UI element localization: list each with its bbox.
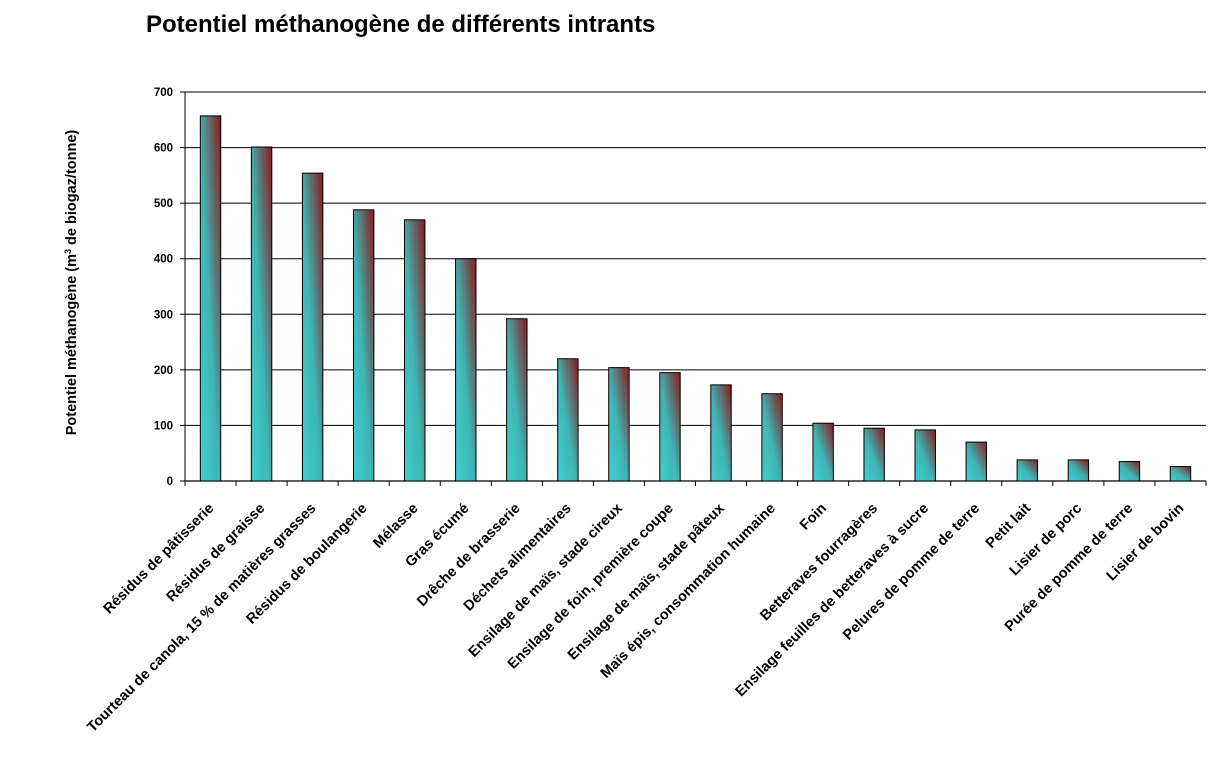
chart-title: Potentiel méthanogène de différents intr… (146, 11, 656, 38)
x-category-label: Ensilage feuilles de betteraves à sucre (733, 501, 932, 700)
bar (1169, 466, 1192, 482)
gridlines (180, 91, 1206, 482)
bar (608, 367, 630, 482)
y-tick-label: 100 (154, 420, 173, 432)
y-tick-label: 200 (154, 365, 173, 377)
bar (863, 427, 885, 482)
bar (455, 258, 477, 482)
bar (914, 429, 936, 482)
y-axis-title: Potentiel méthanogène (m3 de biogaz/tonn… (63, 130, 80, 436)
bar (301, 172, 324, 482)
y-tick-label: 0 (167, 476, 173, 488)
y-tick-label: 300 (154, 309, 173, 321)
x-category-label: Tourteau de canola, 15 % de matières gra… (84, 501, 319, 736)
y-tick-label: 500 (154, 198, 173, 210)
y-tick-label: 600 (154, 143, 173, 155)
y-tick-label: 700 (154, 87, 173, 99)
bar (199, 115, 222, 482)
bar (506, 318, 528, 482)
bar (1016, 459, 1039, 482)
bar (404, 219, 426, 482)
bar (761, 393, 783, 482)
bars (199, 115, 1192, 482)
y-axis-label: Potentiel méthanogène (m3 de biogaz/tonn… (63, 130, 80, 436)
bar (965, 441, 987, 482)
y-tick-labels: 0 100 200 300 400 500 600 700 (154, 87, 173, 488)
bar (557, 358, 579, 482)
bar (1118, 461, 1141, 482)
y-axis-label-part1: Potentiel méthanogène (m (64, 254, 80, 435)
bar (352, 209, 375, 482)
bar (659, 372, 681, 482)
y-tick-label: 400 (154, 254, 173, 266)
x-category-label: Résidus de graisse (164, 501, 269, 606)
y-axis-label-superscript: 3 (63, 249, 73, 254)
y-axis-label-part2: de biogaz/tonne) (64, 130, 80, 249)
x-category-label: Foin (797, 501, 830, 534)
bar (710, 384, 732, 482)
x-category-label: Drêche de brasserie (414, 501, 523, 610)
bar (1067, 459, 1090, 482)
x-category-label: Mélasse (370, 501, 421, 552)
axes (184, 92, 1207, 486)
bar (812, 422, 834, 482)
x-category-label: Petit lait (983, 500, 1034, 551)
bar (250, 146, 273, 482)
